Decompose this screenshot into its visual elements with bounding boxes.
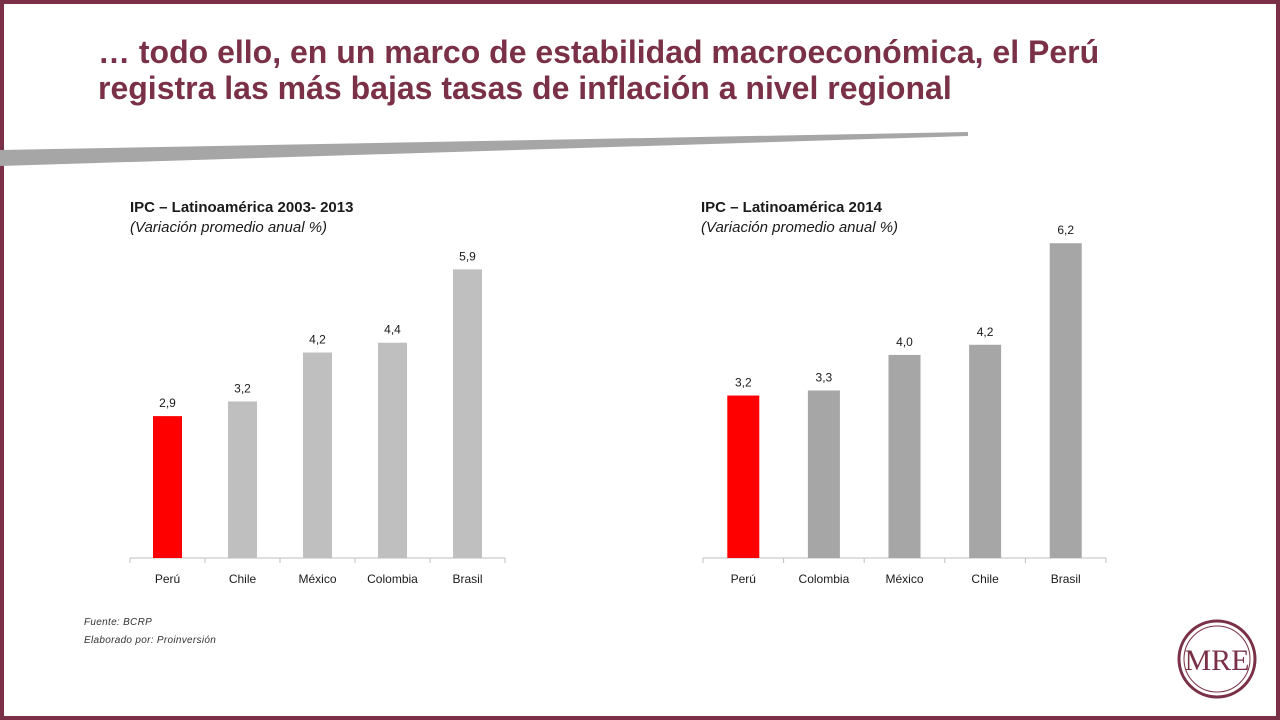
x-tick-label: México (885, 572, 923, 586)
decorative-swoosh (0, 132, 968, 166)
x-tick-label: Colombia (367, 572, 418, 586)
logo-lettering: MRE (1184, 644, 1249, 677)
bar-perú (153, 416, 182, 558)
x-tick-label: Brasil (1051, 572, 1081, 586)
bar-méxico (303, 352, 332, 558)
slide-title: … todo ello, en un marco de estabilidad … (98, 34, 1100, 106)
data-label: 6,2 (1057, 223, 1074, 237)
bar-chile (228, 401, 257, 558)
source-note: Fuente: BCRP Elaborado por: Proinversión (84, 614, 216, 650)
inflation-bar-chart-2003-2013: 2,9 Perú 3,2 Chile 4,2 México 4,4 Colombia 5,9 Br… (129, 249, 506, 586)
bar-méxico (888, 354, 921, 558)
bar-brasil (1049, 243, 1082, 558)
x-tick-label: Perú (155, 572, 180, 586)
chart-1-heading: IPC – Latinoamérica 2003- 2013 (Variació… (130, 198, 353, 238)
data-label: 3,2 (234, 381, 251, 395)
data-label: 3,2 (735, 376, 752, 390)
prepared-by-text: Elaborado por: Proinversión (84, 635, 217, 646)
x-tick-label: Chile (229, 572, 257, 586)
data-label: 4,4 (384, 323, 401, 337)
x-tick-label: Perú (731, 572, 756, 586)
source-text: Fuente: BCRP (84, 617, 153, 628)
chart-2-subtitle: (Variación promedio anual %) (701, 219, 899, 236)
data-label: 2,9 (159, 396, 176, 410)
bar-brasil (453, 269, 482, 558)
data-label: 4,0 (896, 335, 913, 349)
bar-perú (727, 395, 760, 558)
x-tick-label: Chile (971, 572, 999, 586)
inflation-bar-chart-2014: 3,2 Perú 3,3 Colombia 4,0 México 4,2 Chile 6,2 Br… (702, 223, 1107, 586)
bar-colombia (378, 342, 407, 558)
chart-2-title: IPC – Latinoamérica 2014 (701, 199, 882, 216)
data-label: 4,2 (309, 333, 326, 347)
chart-2-heading: IPC – Latinoamérica 2014 (Variación prom… (701, 198, 898, 238)
chart-1-title: IPC – Latinoamérica 2003- 2013 (130, 199, 354, 216)
chart-1-subtitle: (Variación promedio anual %) (130, 219, 328, 236)
bar-chile (969, 344, 1002, 558)
data-label: 4,2 (977, 325, 994, 339)
bar-colombia (807, 390, 840, 558)
mre-logo: MRE (1177, 619, 1257, 699)
x-tick-label: Colombia (799, 572, 850, 586)
data-label: 5,9 (459, 249, 476, 263)
x-tick-label: Brasil (452, 572, 482, 586)
x-tick-label: México (298, 572, 336, 586)
data-label: 3,3 (816, 370, 833, 384)
